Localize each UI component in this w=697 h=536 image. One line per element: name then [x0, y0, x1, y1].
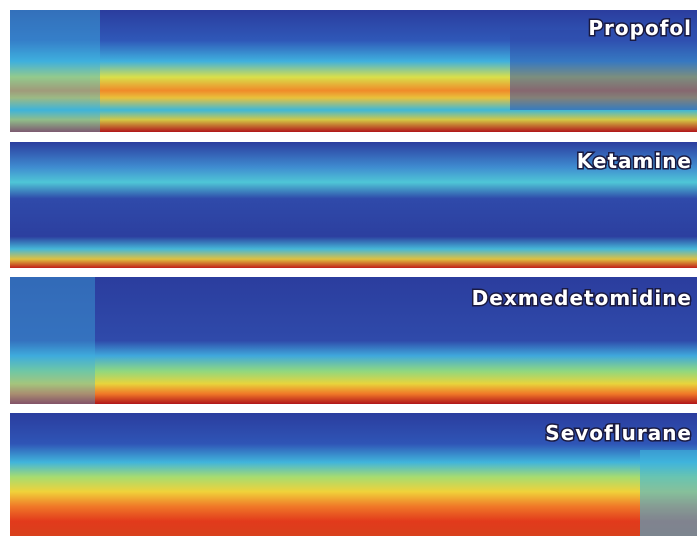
panel: Sevoflurane: [10, 413, 697, 536]
onset-band: [10, 277, 95, 404]
emergence-region: [510, 30, 697, 110]
panel-label: Dexmedetomidine: [472, 286, 692, 310]
page: Propofol Ketamine Dexmedetomidine Sevofl…: [0, 0, 697, 536]
emergence-region: [640, 450, 697, 536]
panel: Ketamine: [10, 142, 697, 268]
panel-label: Ketamine: [577, 149, 692, 173]
panel-label: Propofol: [588, 16, 692, 40]
figure: Propofol Ketamine Dexmedetomidine Sevofl…: [0, 0, 697, 536]
panel: Dexmedetomidine: [10, 277, 697, 404]
onset-band: [10, 10, 100, 132]
panel: Propofol: [10, 10, 697, 132]
panel-label: Sevoflurane: [545, 421, 692, 445]
